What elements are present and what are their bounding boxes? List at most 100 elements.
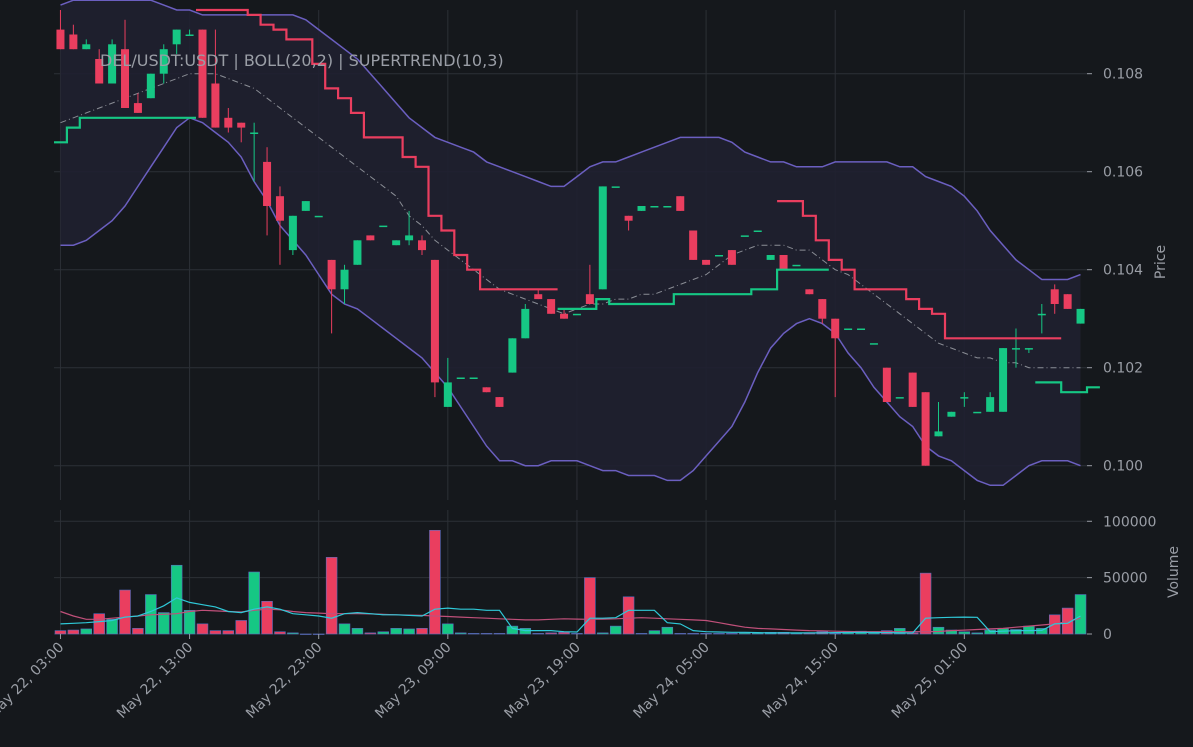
volume-bar xyxy=(338,623,351,635)
volume-bar xyxy=(1074,594,1087,635)
volume-bar xyxy=(932,626,945,635)
volume-bar xyxy=(442,623,454,635)
candle-body xyxy=(779,255,788,270)
chart-title: DEL/USDT:USDT | BOLL(20,2) | SUPERTREND(… xyxy=(100,51,504,70)
candle-body xyxy=(469,377,478,379)
candle-body xyxy=(560,313,569,319)
volume-bar xyxy=(609,625,622,635)
candle-body xyxy=(689,230,698,260)
candle-body xyxy=(340,269,349,290)
supertrend-down xyxy=(196,8,1062,340)
candle-body xyxy=(95,59,104,84)
candle-body xyxy=(224,117,233,128)
volume-bar xyxy=(429,529,441,635)
volume-bar xyxy=(80,628,93,635)
candle-body xyxy=(986,397,995,412)
volume-bar xyxy=(739,632,751,635)
candle-body xyxy=(405,235,414,241)
volume-bar xyxy=(571,633,583,635)
volume-bar xyxy=(558,632,570,635)
candle-body xyxy=(288,215,297,251)
volume-bar xyxy=(274,631,286,635)
candle-body xyxy=(121,49,130,108)
volume-bar xyxy=(584,577,596,635)
volume-bar xyxy=(687,633,699,635)
volume-bar xyxy=(700,633,712,635)
volume-tick-label: 0 xyxy=(1103,627,1112,643)
volume-bar xyxy=(1010,629,1022,635)
candle-body xyxy=(82,44,91,50)
candle-body xyxy=(908,372,917,407)
candle-body xyxy=(598,186,607,290)
price-tick-label: 0.106 xyxy=(1103,165,1143,181)
volume-bar xyxy=(67,629,80,635)
candle-body xyxy=(831,318,840,339)
volume-ma-fast xyxy=(60,597,1081,634)
volume-bar xyxy=(132,628,144,635)
volume-bar xyxy=(196,623,209,635)
supertrend-up xyxy=(54,116,1100,394)
volume-bar xyxy=(726,633,738,635)
candle-body xyxy=(611,186,620,188)
candle-body xyxy=(108,44,117,84)
candle-body xyxy=(185,34,194,36)
volume-bar xyxy=(235,620,247,635)
volume-bar xyxy=(158,612,170,635)
volume-bar xyxy=(506,625,519,635)
volume-bar xyxy=(377,631,389,635)
volume-bar xyxy=(351,628,364,635)
volume-bar xyxy=(958,631,971,635)
candle-body xyxy=(301,201,310,211)
volume-bar xyxy=(635,633,648,635)
bollinger-basis xyxy=(60,73,1081,369)
volume-bar xyxy=(93,613,105,635)
candle-body xyxy=(895,397,904,399)
candle-body xyxy=(960,397,969,399)
candle-body xyxy=(1011,348,1020,350)
volume-bar xyxy=(480,633,493,635)
candle-body xyxy=(133,103,142,113)
candle-body xyxy=(585,294,594,304)
volume-bar xyxy=(971,632,983,635)
candle-body xyxy=(495,397,504,407)
candle-body xyxy=(947,411,956,417)
bollinger-lower xyxy=(60,116,1081,487)
candlesticks xyxy=(56,10,1085,466)
volume-bar xyxy=(545,632,557,635)
volume-bar xyxy=(829,633,841,635)
candle-body xyxy=(792,264,801,267)
candle-body xyxy=(624,215,633,221)
bollinger-fill xyxy=(60,0,1081,486)
candle-body xyxy=(714,255,723,257)
volume-bar xyxy=(261,601,273,635)
volume-tick-label: 50000 xyxy=(1103,571,1148,587)
volume-bar xyxy=(209,630,222,635)
volume-bar xyxy=(597,632,609,635)
volume-bar xyxy=(287,632,299,635)
volume-bar xyxy=(364,632,377,635)
volume-bar xyxy=(493,633,506,635)
candle-body xyxy=(443,382,452,407)
volume-tick-label: 100000 xyxy=(1103,514,1156,530)
candle-body xyxy=(818,299,827,319)
candle-body xyxy=(521,308,530,339)
volume-bar xyxy=(1036,628,1048,635)
candle-body xyxy=(56,29,65,50)
volume-panel xyxy=(54,510,1087,634)
candle-body xyxy=(392,240,401,246)
volume-bar xyxy=(661,626,674,635)
volume-bar xyxy=(403,628,415,635)
volume-bar xyxy=(119,589,131,635)
volume-axis-label: Volume xyxy=(1166,546,1182,598)
candle-body xyxy=(1037,313,1046,316)
candle-body xyxy=(999,348,1008,412)
candle-body xyxy=(250,132,259,134)
volume-bar xyxy=(467,633,480,635)
price-tick-label: 0.104 xyxy=(1103,263,1143,279)
candle-body xyxy=(1076,308,1085,324)
volume-bar xyxy=(919,572,932,635)
candle-body xyxy=(353,240,362,265)
bollinger-bands xyxy=(60,0,1081,487)
